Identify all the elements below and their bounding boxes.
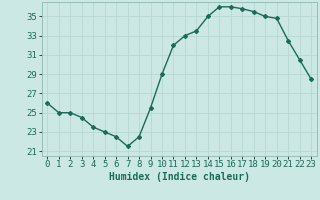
X-axis label: Humidex (Indice chaleur): Humidex (Indice chaleur) — [109, 172, 250, 182]
